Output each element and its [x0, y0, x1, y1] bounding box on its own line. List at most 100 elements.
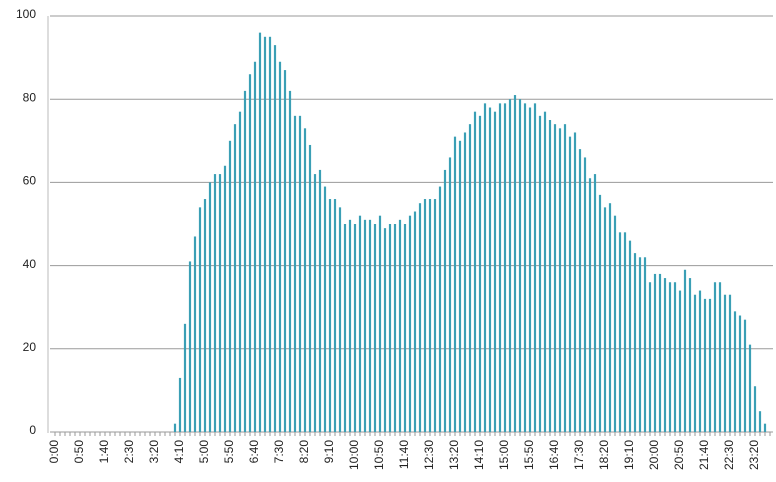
bar	[588, 178, 592, 432]
bar	[748, 344, 752, 432]
bar	[398, 219, 402, 432]
x-tick-label: 19:10	[622, 440, 636, 470]
bar	[613, 215, 617, 432]
x-tick-label: 15:50	[522, 440, 536, 470]
x-tick-label: 1:40	[97, 440, 111, 464]
bar	[353, 224, 357, 432]
bar	[313, 174, 317, 432]
x-tick-label: 3:20	[147, 440, 161, 464]
bar	[458, 140, 462, 433]
bar	[308, 144, 312, 432]
bar	[713, 282, 717, 432]
x-tick-label: 0:50	[72, 440, 86, 464]
bar	[543, 111, 547, 433]
bar	[428, 199, 432, 432]
bar	[298, 115, 302, 432]
x-tick-label: 20:00	[647, 440, 661, 470]
bar	[568, 136, 572, 432]
bar	[173, 423, 177, 432]
bar	[443, 169, 447, 433]
bar	[213, 174, 217, 432]
bar	[198, 207, 202, 432]
bar	[448, 157, 452, 432]
bar	[498, 103, 502, 433]
x-tick-label: 5:00	[197, 440, 211, 464]
x-tick-label: 4:10	[172, 440, 186, 464]
bar	[703, 298, 707, 432]
bar	[743, 319, 747, 432]
x-tick-label: 5:50	[222, 440, 236, 464]
bar	[638, 257, 642, 432]
bar	[538, 115, 542, 432]
bar	[513, 95, 517, 432]
bar	[408, 215, 412, 432]
x-tick-label: 10:00	[347, 440, 361, 470]
bar	[668, 282, 672, 432]
x-tick-label: 16:40	[547, 440, 561, 470]
bar	[688, 278, 692, 432]
bar	[728, 294, 732, 432]
bar	[468, 124, 472, 432]
bar	[573, 132, 577, 433]
bar	[698, 290, 702, 432]
bar	[503, 103, 507, 433]
bar	[618, 232, 622, 432]
bar	[178, 377, 182, 432]
bar	[753, 386, 757, 432]
bar	[283, 70, 287, 432]
bar	[228, 140, 232, 433]
bar	[693, 294, 697, 432]
bar	[508, 99, 512, 432]
y-tick-label: 80	[23, 90, 37, 104]
bar	[433, 199, 437, 432]
x-tick-label: 22:30	[722, 440, 736, 470]
bar	[248, 74, 252, 433]
bar	[223, 165, 227, 432]
x-tick-label: 0:00	[47, 440, 61, 464]
bar	[193, 236, 197, 432]
bar	[683, 269, 687, 432]
bar	[258, 32, 262, 432]
bar	[183, 323, 187, 432]
bar	[643, 257, 647, 432]
bar	[528, 107, 532, 433]
bar	[383, 228, 387, 432]
x-tick-label: 9:10	[322, 440, 336, 464]
x-tick-label: 12:30	[422, 440, 436, 470]
bar	[648, 282, 652, 432]
bar	[738, 315, 742, 432]
bar	[413, 211, 417, 432]
y-tick-label: 40	[23, 257, 37, 271]
bar	[253, 61, 257, 432]
bar	[583, 157, 587, 432]
bar	[628, 240, 632, 432]
x-tick-label: 6:40	[247, 440, 261, 464]
bar	[603, 207, 607, 432]
bar	[288, 90, 292, 432]
bar	[208, 182, 212, 432]
x-tick-label: 14:10	[472, 440, 486, 470]
bar	[423, 199, 427, 432]
y-tick-label: 0	[29, 423, 36, 437]
bar	[598, 194, 602, 432]
bar	[653, 273, 657, 432]
bar	[388, 224, 392, 432]
y-tick-label: 60	[23, 174, 37, 188]
bar	[188, 261, 192, 432]
x-tick-label: 2:30	[122, 440, 136, 464]
bar	[268, 36, 272, 433]
bar	[233, 124, 237, 432]
bar	[658, 273, 662, 432]
bar	[373, 224, 377, 432]
bar	[548, 120, 552, 432]
bar	[238, 111, 242, 433]
bar	[218, 174, 222, 432]
bar	[343, 224, 347, 432]
bar	[358, 215, 362, 432]
bar	[533, 103, 537, 433]
bar	[623, 232, 627, 432]
bar	[483, 103, 487, 433]
bar	[338, 207, 342, 432]
bar	[363, 219, 367, 432]
